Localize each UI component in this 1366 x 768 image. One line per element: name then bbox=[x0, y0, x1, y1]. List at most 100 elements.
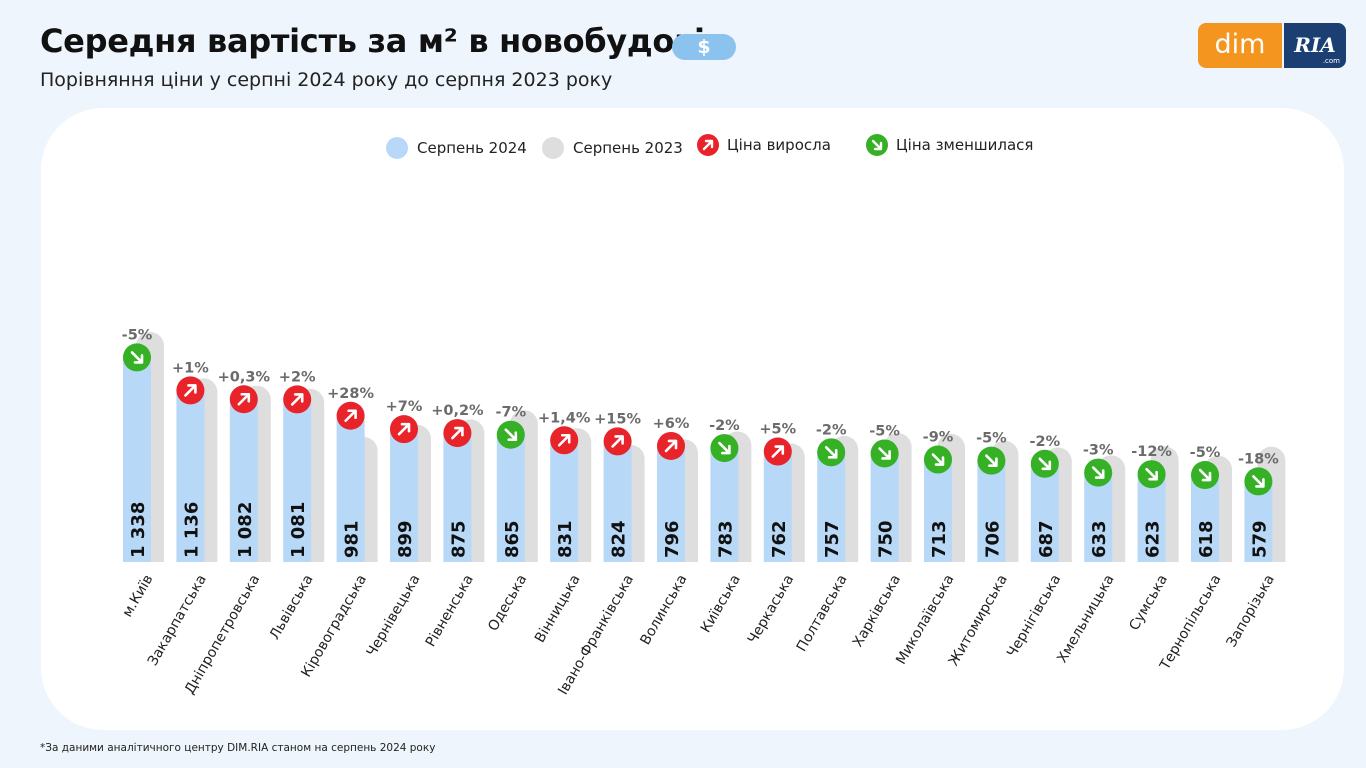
arrow-glyph bbox=[290, 393, 304, 406]
bar-2024 bbox=[390, 415, 418, 562]
legend-label-2023: Серпень 2023 bbox=[573, 139, 683, 157]
value-label: 618 bbox=[1196, 520, 1217, 558]
category-label: Чернігівська bbox=[1004, 572, 1064, 660]
arrow-down-right-icon bbox=[924, 445, 952, 474]
value-label: 1 081 bbox=[288, 502, 309, 558]
bar-2024 bbox=[870, 439, 899, 562]
arrow-up-right-icon bbox=[336, 401, 365, 430]
category-label: Харківська bbox=[850, 572, 904, 650]
arrow-down-right-icon bbox=[1137, 460, 1166, 489]
change-label: -9% bbox=[923, 430, 954, 446]
arrow-down-right-icon bbox=[1030, 449, 1059, 478]
value-label: 1 338 bbox=[128, 502, 149, 558]
arrow-glyph bbox=[184, 384, 197, 397]
category-label: Полтавська bbox=[794, 572, 851, 654]
arrow-up-right-icon bbox=[443, 419, 472, 448]
arrow-up-right-icon bbox=[390, 415, 418, 444]
category-label: Чернівецька bbox=[364, 572, 424, 660]
arrow-glyph bbox=[557, 433, 571, 447]
value-label: 824 bbox=[609, 520, 630, 558]
value-label: 706 bbox=[982, 520, 1003, 558]
bar-2024 bbox=[977, 446, 1006, 562]
value-label: 831 bbox=[555, 520, 576, 558]
value-label: 1 082 bbox=[235, 502, 256, 558]
arrow-glyph bbox=[130, 351, 144, 364]
change-label: -5% bbox=[1190, 445, 1221, 461]
arrow-down-right-icon bbox=[1191, 461, 1219, 490]
legend-item-price-up: Ціна виросла bbox=[697, 133, 831, 157]
change-label: +7% bbox=[386, 399, 423, 415]
arrow-glyph bbox=[771, 445, 785, 458]
category-label: Запорізька bbox=[1224, 572, 1278, 650]
category-label: Хмельницька bbox=[1054, 572, 1117, 666]
change-label: -3% bbox=[1083, 443, 1114, 459]
arrow-glyph bbox=[344, 409, 357, 423]
change-label: +15% bbox=[594, 411, 641, 427]
arrow-glyph bbox=[504, 428, 518, 441]
arrow-up-right-icon bbox=[763, 437, 792, 466]
legend-label-price-down: Ціна зменшилася bbox=[896, 136, 1034, 154]
category-label: м.Київ bbox=[120, 572, 157, 620]
page-subtitle: Порівняння ціни у серпні 2024 року до се… bbox=[40, 69, 613, 91]
value-label: 623 bbox=[1143, 520, 1164, 558]
arrow-up-right-icon bbox=[229, 385, 258, 414]
value-label: 1 136 bbox=[181, 502, 202, 558]
arrow-glyph bbox=[1252, 475, 1265, 488]
bar-2024 bbox=[229, 385, 258, 562]
value-label: 579 bbox=[1249, 520, 1270, 558]
change-label: -2% bbox=[709, 418, 740, 434]
bar-2024 bbox=[1030, 449, 1059, 562]
arrow-glyph bbox=[1145, 467, 1158, 481]
category-label: Одеська bbox=[485, 572, 530, 634]
arrow-glyph bbox=[237, 392, 251, 406]
bar-2024 bbox=[123, 343, 151, 562]
ria-logo-text: RIA bbox=[1294, 33, 1336, 57]
arrow-up-right-icon bbox=[697, 134, 719, 156]
arrow-glyph bbox=[824, 446, 838, 459]
bar-2024 bbox=[496, 420, 525, 562]
arrow-down-right-icon bbox=[866, 134, 888, 156]
category-label: Житомирська bbox=[946, 572, 1011, 669]
value-label: 757 bbox=[822, 520, 843, 558]
dollar-badge: $ bbox=[672, 34, 736, 60]
arrow-glyph bbox=[985, 454, 998, 467]
category-label: Волинська bbox=[637, 572, 690, 648]
arrow-glyph bbox=[664, 439, 678, 453]
arrow-glyph bbox=[878, 447, 891, 460]
arrow-down-right-icon bbox=[1084, 458, 1113, 487]
change-label: +2% bbox=[279, 369, 316, 385]
change-label: +0,2% bbox=[431, 403, 484, 419]
arrow-down-right-icon bbox=[710, 434, 739, 463]
bar-2024 bbox=[710, 434, 739, 562]
arrow-up-right-icon bbox=[283, 385, 312, 414]
legend-label-price-up: Ціна виросла bbox=[727, 136, 831, 154]
arrow-glyph bbox=[1038, 457, 1052, 471]
arrow-down-right-icon bbox=[123, 343, 151, 372]
bar-2024 bbox=[176, 376, 205, 562]
value-label: 796 bbox=[662, 520, 683, 558]
category-label: Київська bbox=[698, 572, 744, 636]
bar-2024 bbox=[817, 438, 846, 562]
legend-swatch-2023 bbox=[542, 137, 564, 159]
arrow-glyph bbox=[611, 435, 624, 448]
arrow-glyph bbox=[397, 422, 411, 436]
category-label: Вінницька bbox=[532, 572, 584, 646]
change-label: -2% bbox=[1029, 434, 1060, 450]
change-label: -5% bbox=[869, 423, 900, 439]
arrow-down-right-icon bbox=[1244, 467, 1273, 496]
category-label: Сумська bbox=[1126, 572, 1171, 633]
arrow-glyph bbox=[1198, 468, 1212, 482]
category-label: Рівненська bbox=[423, 572, 477, 650]
legend-item-price-down: Ціна зменшилася bbox=[866, 133, 1033, 157]
category-label: Миколаївська bbox=[893, 572, 957, 667]
legend-item-2024: Серпень 2024 bbox=[386, 136, 527, 160]
bar-2024 bbox=[657, 431, 685, 562]
bar-2024 bbox=[550, 426, 579, 562]
value-label: 875 bbox=[448, 520, 469, 558]
value-label: 750 bbox=[876, 520, 897, 558]
change-label: +1,4% bbox=[538, 410, 591, 426]
arrow-glyph bbox=[718, 441, 731, 455]
value-label: 633 bbox=[1089, 520, 1110, 558]
bar-2024 bbox=[924, 445, 952, 562]
arrow-down-right-icon bbox=[496, 420, 525, 449]
